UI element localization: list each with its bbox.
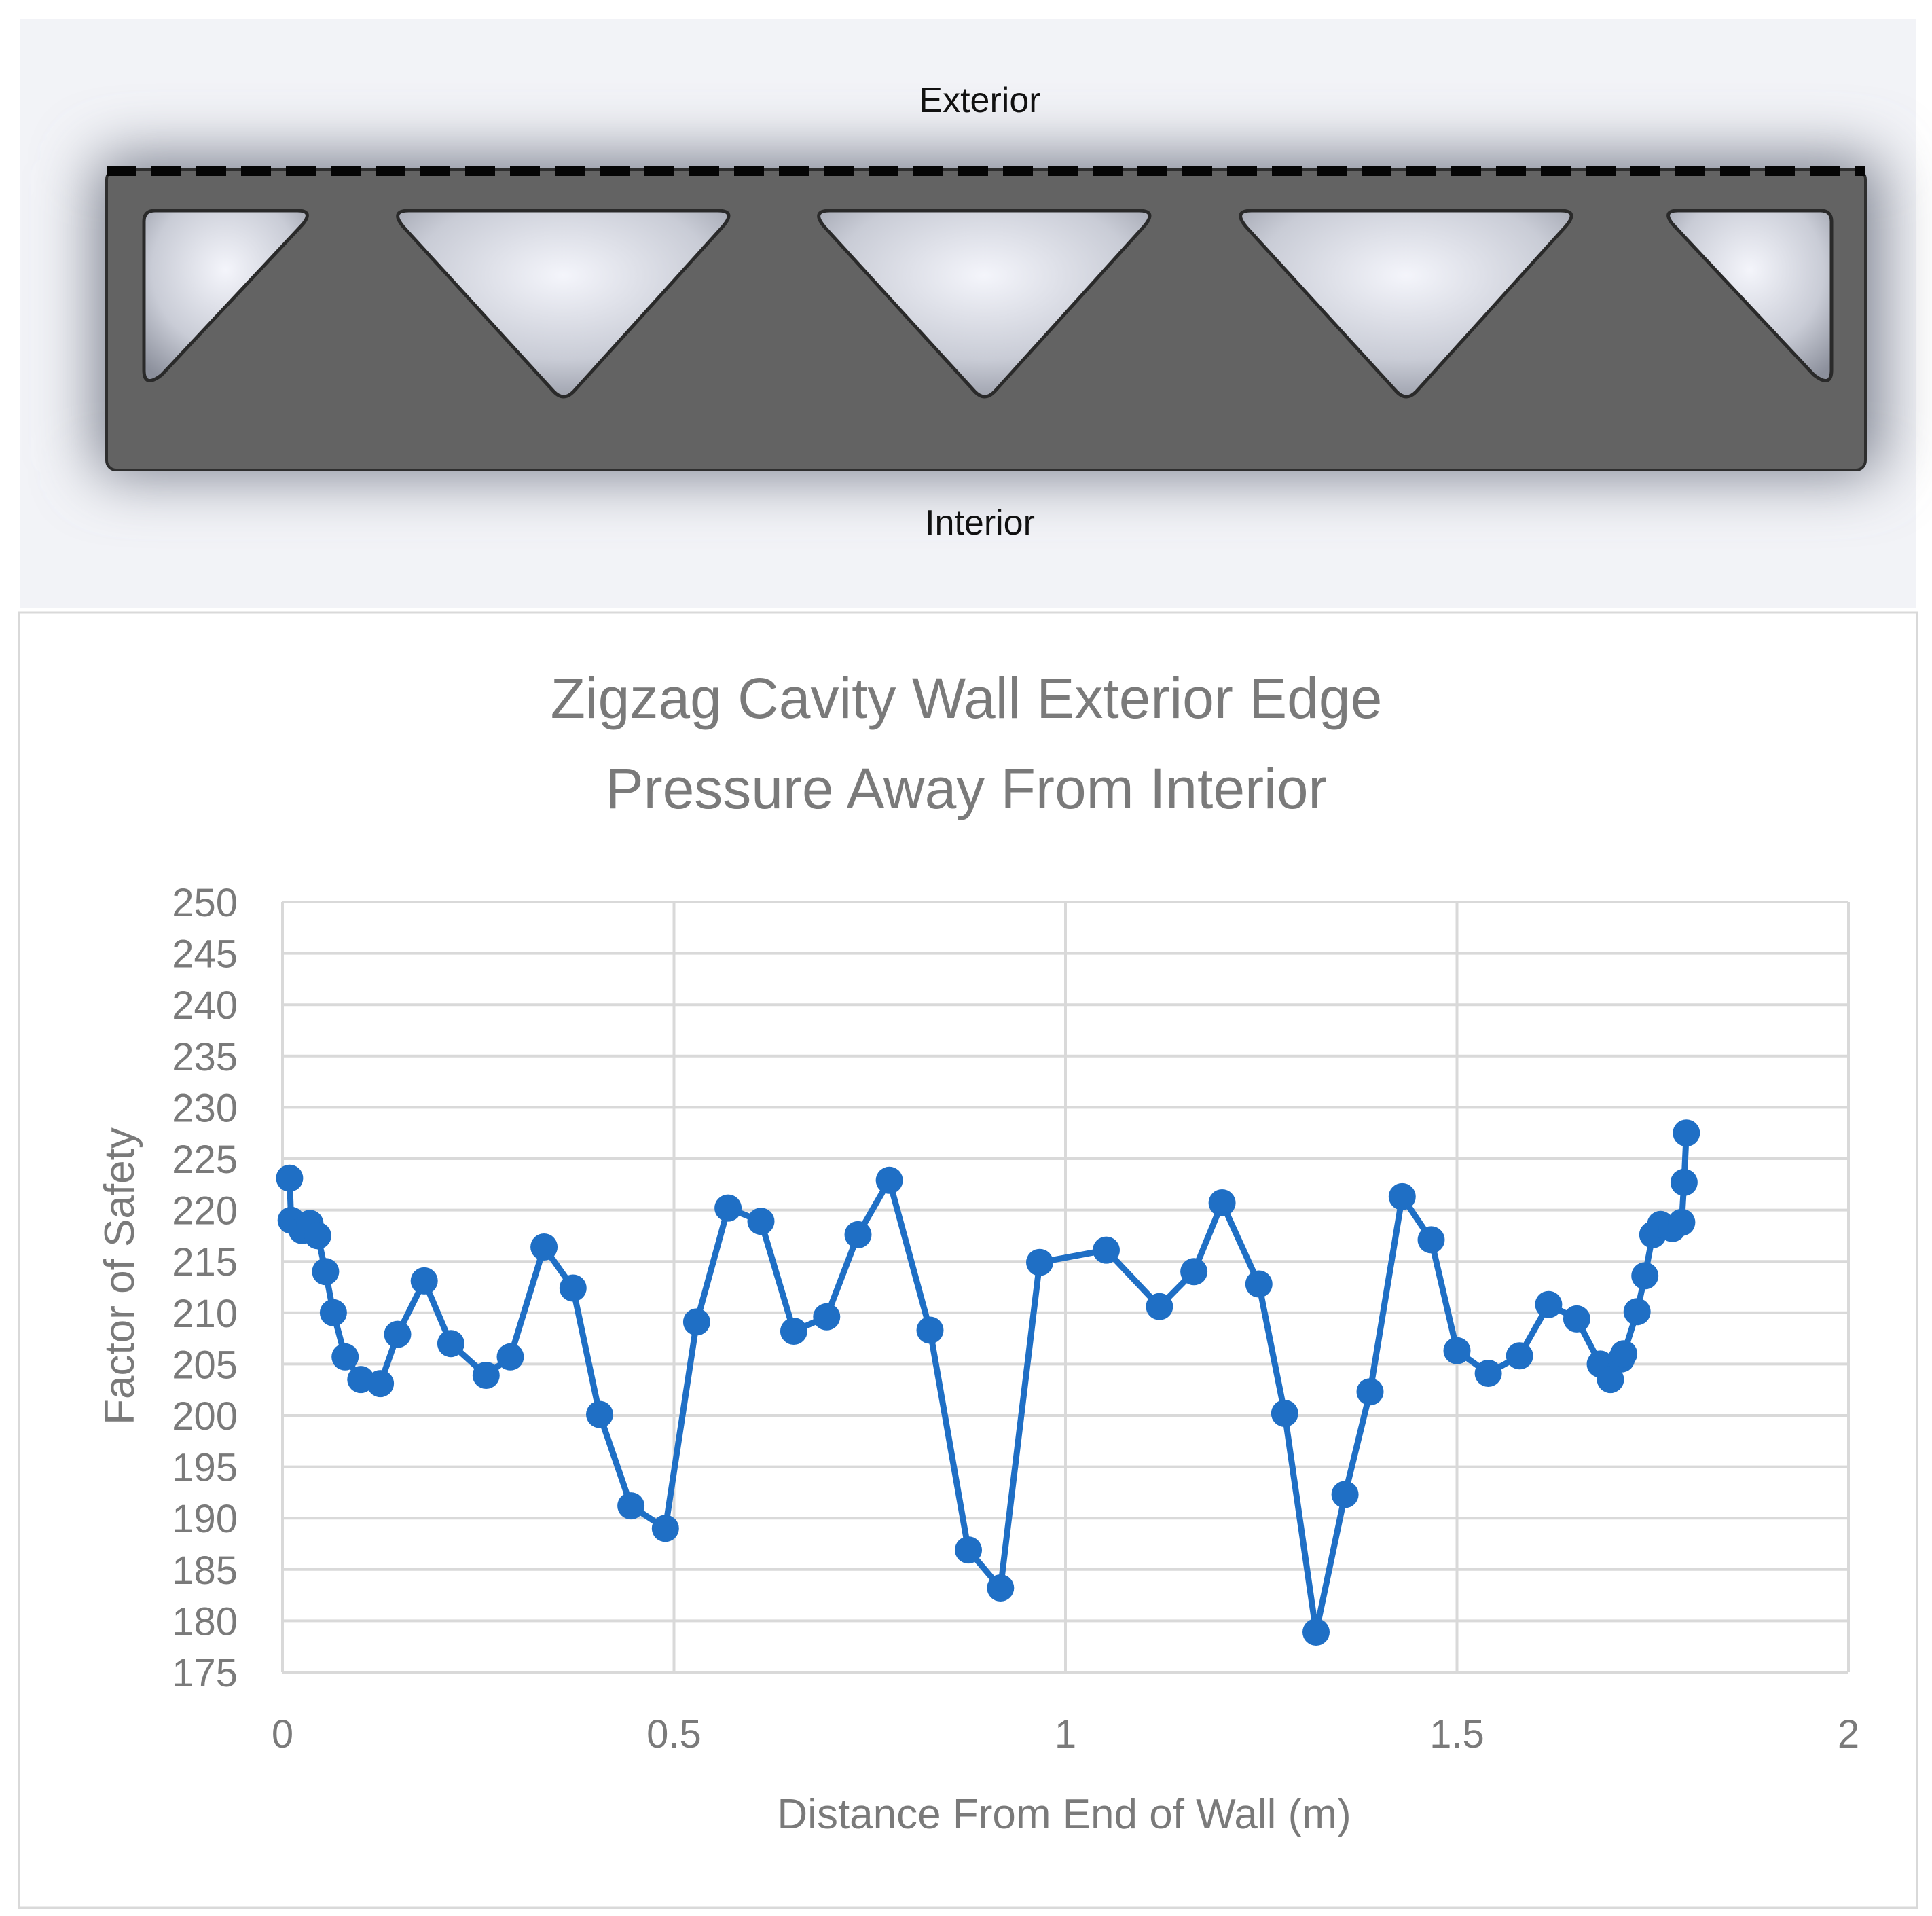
x-tick-label: 0.5 — [646, 1712, 701, 1756]
y-tick-label: 210 — [172, 1292, 238, 1336]
data-point — [916, 1316, 944, 1344]
y-tick-label: 250 — [172, 881, 238, 925]
data-point — [780, 1318, 807, 1345]
data-point — [1623, 1298, 1651, 1326]
cavity-hole-5 — [1666, 209, 1834, 382]
data-point — [367, 1370, 395, 1398]
data-point — [955, 1536, 982, 1564]
y-axis-label: Factor of Safety — [96, 1127, 143, 1425]
data-point — [1610, 1340, 1638, 1368]
y-tick-label: 195 — [172, 1446, 238, 1490]
data-point — [1639, 1221, 1666, 1248]
data-point — [472, 1362, 500, 1389]
data-point — [1597, 1366, 1624, 1394]
data-point — [747, 1208, 775, 1235]
data-point — [875, 1166, 903, 1194]
data-point — [1417, 1226, 1445, 1254]
data-point — [1631, 1262, 1659, 1290]
x-tick-label: 2 — [1838, 1712, 1859, 1756]
y-tick-label: 220 — [172, 1189, 238, 1233]
data-point — [319, 1299, 347, 1326]
data-point — [559, 1274, 587, 1302]
data-point — [1506, 1342, 1533, 1370]
data-point — [296, 1210, 324, 1237]
exterior-label: Exterior — [919, 81, 1040, 120]
chart-frame — [18, 611, 1918, 1909]
data-point — [437, 1330, 464, 1358]
data-point — [844, 1221, 872, 1248]
data-point — [1673, 1119, 1700, 1147]
y-tick-label: 190 — [172, 1497, 238, 1541]
data-point — [1658, 1214, 1686, 1242]
y-tick-label: 215 — [172, 1240, 238, 1284]
x-tick-label: 1.5 — [1429, 1712, 1484, 1756]
y-tick-label: 240 — [172, 983, 238, 1028]
data-point — [1356, 1378, 1384, 1406]
data-point — [530, 1233, 558, 1261]
y-tick-label: 180 — [172, 1599, 238, 1644]
data-point — [617, 1492, 645, 1520]
cavity-hole-2 — [396, 209, 731, 399]
data-point — [1474, 1360, 1502, 1387]
cavity-hole-1 — [142, 209, 309, 382]
data-point — [1388, 1182, 1416, 1210]
data-point — [276, 1164, 304, 1192]
y-tick-label: 175 — [172, 1651, 238, 1695]
wall-cross-section-diagram: Exterior Interior — [20, 19, 1916, 608]
data-point — [987, 1574, 1015, 1602]
data-point — [1146, 1293, 1173, 1320]
data-point — [277, 1206, 305, 1234]
data-point — [347, 1366, 375, 1394]
chart-title-line-1: Zigzag Cavity Wall Exterior Edge — [551, 666, 1383, 730]
data-point — [1647, 1210, 1675, 1238]
data-point — [384, 1320, 412, 1348]
y-tick-label: 235 — [172, 1035, 238, 1079]
series-line — [286, 1132, 1690, 1635]
x-tick-label: 1 — [1055, 1712, 1076, 1756]
cavity-holes — [142, 209, 1834, 399]
data-point — [1026, 1248, 1053, 1276]
data-point — [714, 1194, 742, 1222]
data-point — [682, 1308, 710, 1336]
y-tick-label: 245 — [172, 933, 238, 977]
data-point — [410, 1267, 438, 1295]
data-point — [1180, 1258, 1208, 1286]
data-point — [1535, 1290, 1563, 1318]
data-point — [1093, 1236, 1120, 1264]
data-point — [1208, 1189, 1236, 1216]
y-tick-label: 185 — [172, 1549, 238, 1593]
data-point — [496, 1343, 524, 1371]
data-point — [1668, 1208, 1696, 1236]
cavity-hole-4 — [1239, 209, 1573, 399]
data-point — [1670, 1168, 1698, 1196]
data-point — [1563, 1305, 1590, 1333]
chart-gridlines — [281, 901, 1850, 1674]
y-tick-label: 200 — [172, 1394, 238, 1439]
data-point — [331, 1343, 359, 1371]
data-point — [1586, 1350, 1614, 1378]
data-point — [813, 1303, 841, 1331]
x-axis-tick-labels: 0 0.5 1 1.5 2 — [272, 1712, 1859, 1756]
data-point — [1443, 1337, 1471, 1364]
data-point — [1245, 1270, 1273, 1298]
data-point — [288, 1216, 316, 1244]
x-tick-label: 0 — [272, 1712, 293, 1756]
interior-label: Interior — [925, 503, 1035, 543]
data-point — [1331, 1481, 1359, 1508]
data-point — [586, 1400, 613, 1428]
x-axis-label: Distance From End of Wall (m) — [777, 1791, 1351, 1838]
cavity-hole-3 — [817, 209, 1152, 399]
y-axis-tick-labels: 175 180 185 190 195 200 205 210 215 220 225 230 235 2… — [172, 881, 238, 1695]
chart-series — [276, 1119, 1700, 1646]
chart-title-line-2: Pressure Away From Interior — [606, 757, 1328, 820]
data-point — [651, 1515, 679, 1542]
data-point — [1271, 1400, 1298, 1427]
data-point — [304, 1222, 331, 1250]
data-point — [1302, 1619, 1330, 1646]
data-point — [312, 1258, 340, 1286]
data-point — [1607, 1345, 1635, 1373]
y-tick-label: 230 — [172, 1086, 238, 1130]
y-tick-label: 225 — [172, 1138, 238, 1182]
y-tick-label: 205 — [172, 1343, 238, 1387]
